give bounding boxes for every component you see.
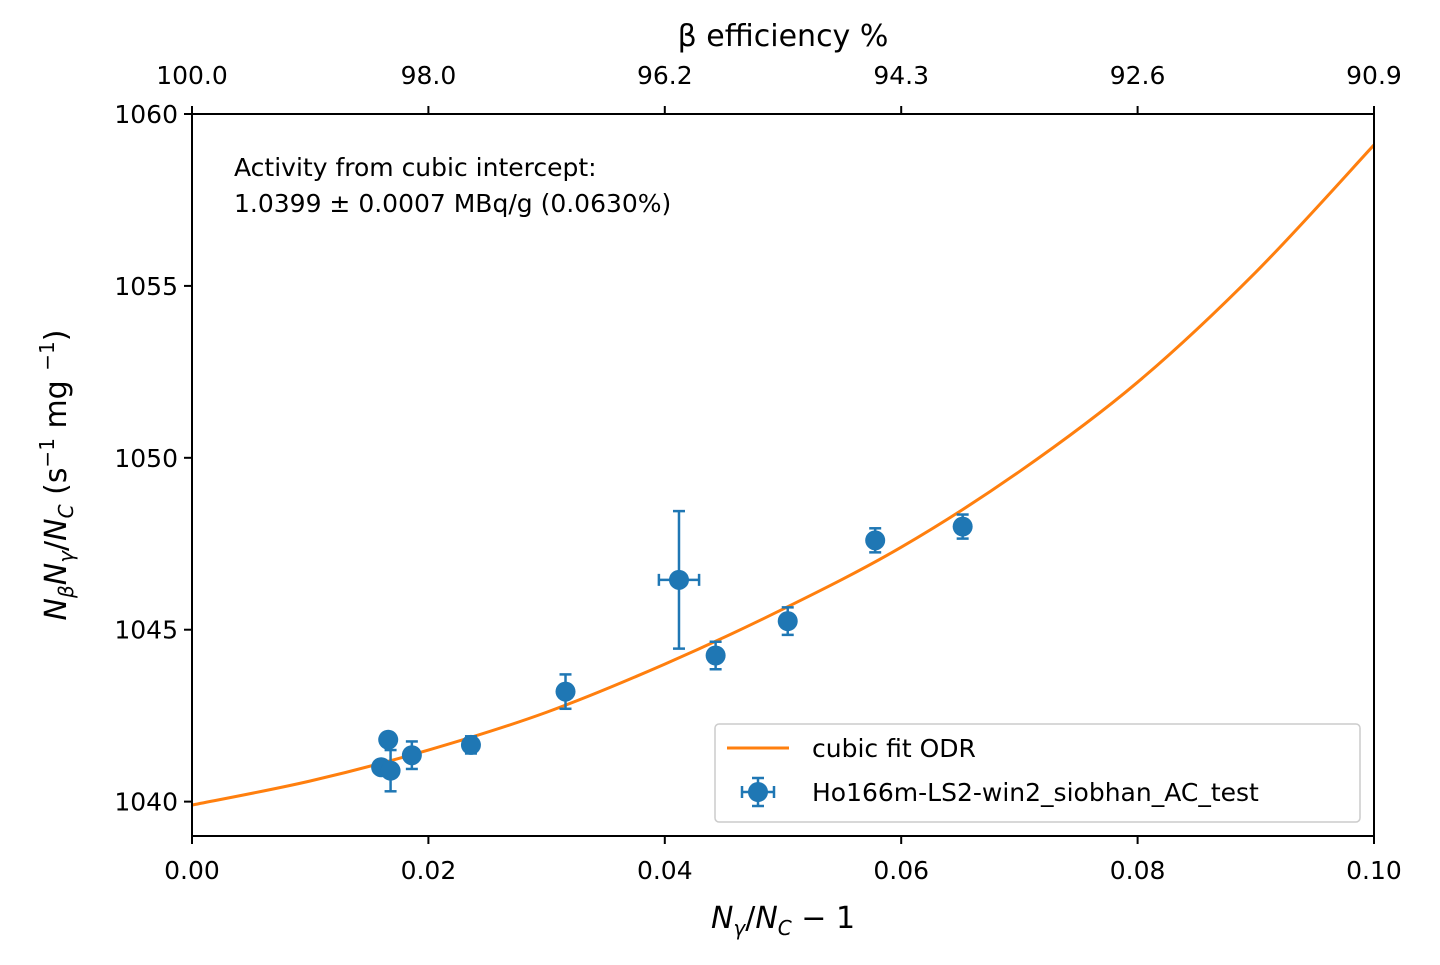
x-tick-label: 0.08 xyxy=(1110,856,1166,885)
legend-series-label: Ho166m-LS2-win2_siobhan_AC_test xyxy=(812,778,1259,807)
data-point xyxy=(777,611,798,632)
data-point-group xyxy=(952,513,973,540)
top-x-tick-label: 96.2 xyxy=(637,61,693,90)
x-tick-label: 0.06 xyxy=(873,856,929,885)
data-point-group xyxy=(378,729,399,750)
legend: cubic fit ODR Ho166m-LS2-win2_siobhan_AC… xyxy=(714,723,1361,823)
top-x-tick-label: 90.9 xyxy=(1346,61,1402,90)
data-point-group xyxy=(380,748,401,793)
y-tick-label: 1040 xyxy=(114,788,178,817)
data-point xyxy=(555,681,576,702)
data-point-group xyxy=(401,740,422,771)
data-point-group xyxy=(555,673,576,711)
top-x-tick-label: 92.6 xyxy=(1110,61,1166,90)
annotation-line-1: Activity from cubic intercept: xyxy=(234,153,597,182)
legend-box xyxy=(714,723,1361,823)
x-tick-label: 0.10 xyxy=(1346,856,1402,885)
data-point-group xyxy=(865,527,886,554)
axes-frame xyxy=(191,113,1375,837)
x-tick-label: 0.00 xyxy=(164,856,220,885)
y-tick-label: 1055 xyxy=(114,272,178,301)
legend-series-swatch xyxy=(740,776,776,808)
top-x-tick-label: 94.3 xyxy=(873,61,929,90)
top-x-axis-title: β efficiency % xyxy=(678,19,889,54)
x-tick-label: 0.02 xyxy=(401,856,457,885)
data-point xyxy=(401,745,422,766)
data-point-group xyxy=(777,606,798,637)
data-point xyxy=(952,516,973,537)
data-point xyxy=(460,734,481,755)
x-tick-label: 0.04 xyxy=(637,856,693,885)
y-tick-label: 1045 xyxy=(114,616,178,645)
y-tick-label: 1060 xyxy=(114,100,178,129)
data-point-group xyxy=(705,640,726,671)
y-tick-label: 1050 xyxy=(114,444,178,473)
data-point xyxy=(705,645,726,666)
data-point xyxy=(378,729,399,750)
plot-area xyxy=(191,143,1376,807)
top-x-tick-label: 100.0 xyxy=(156,61,228,90)
data-point-group xyxy=(460,734,481,755)
data-point-group xyxy=(657,509,701,650)
top-x-tick-label: 98.0 xyxy=(401,61,457,90)
x-axis-title: Nγ/NC − 1 xyxy=(711,901,855,940)
legend-fit-label: cubic fit ODR xyxy=(812,734,976,763)
y-axis-title: NβNγ/NC (s−1 mg −1) xyxy=(35,330,78,621)
data-point xyxy=(380,760,401,781)
ticks-layer: 0.00 0.02 0.04 0.06 0.08 0.10 1040 1045 1050 1055… xyxy=(114,61,1401,885)
data-point xyxy=(865,530,886,551)
data-point xyxy=(668,569,689,590)
annotation-line-2: 1.0399 ± 0.0007 MBq/g (0.0630%) xyxy=(234,189,671,218)
